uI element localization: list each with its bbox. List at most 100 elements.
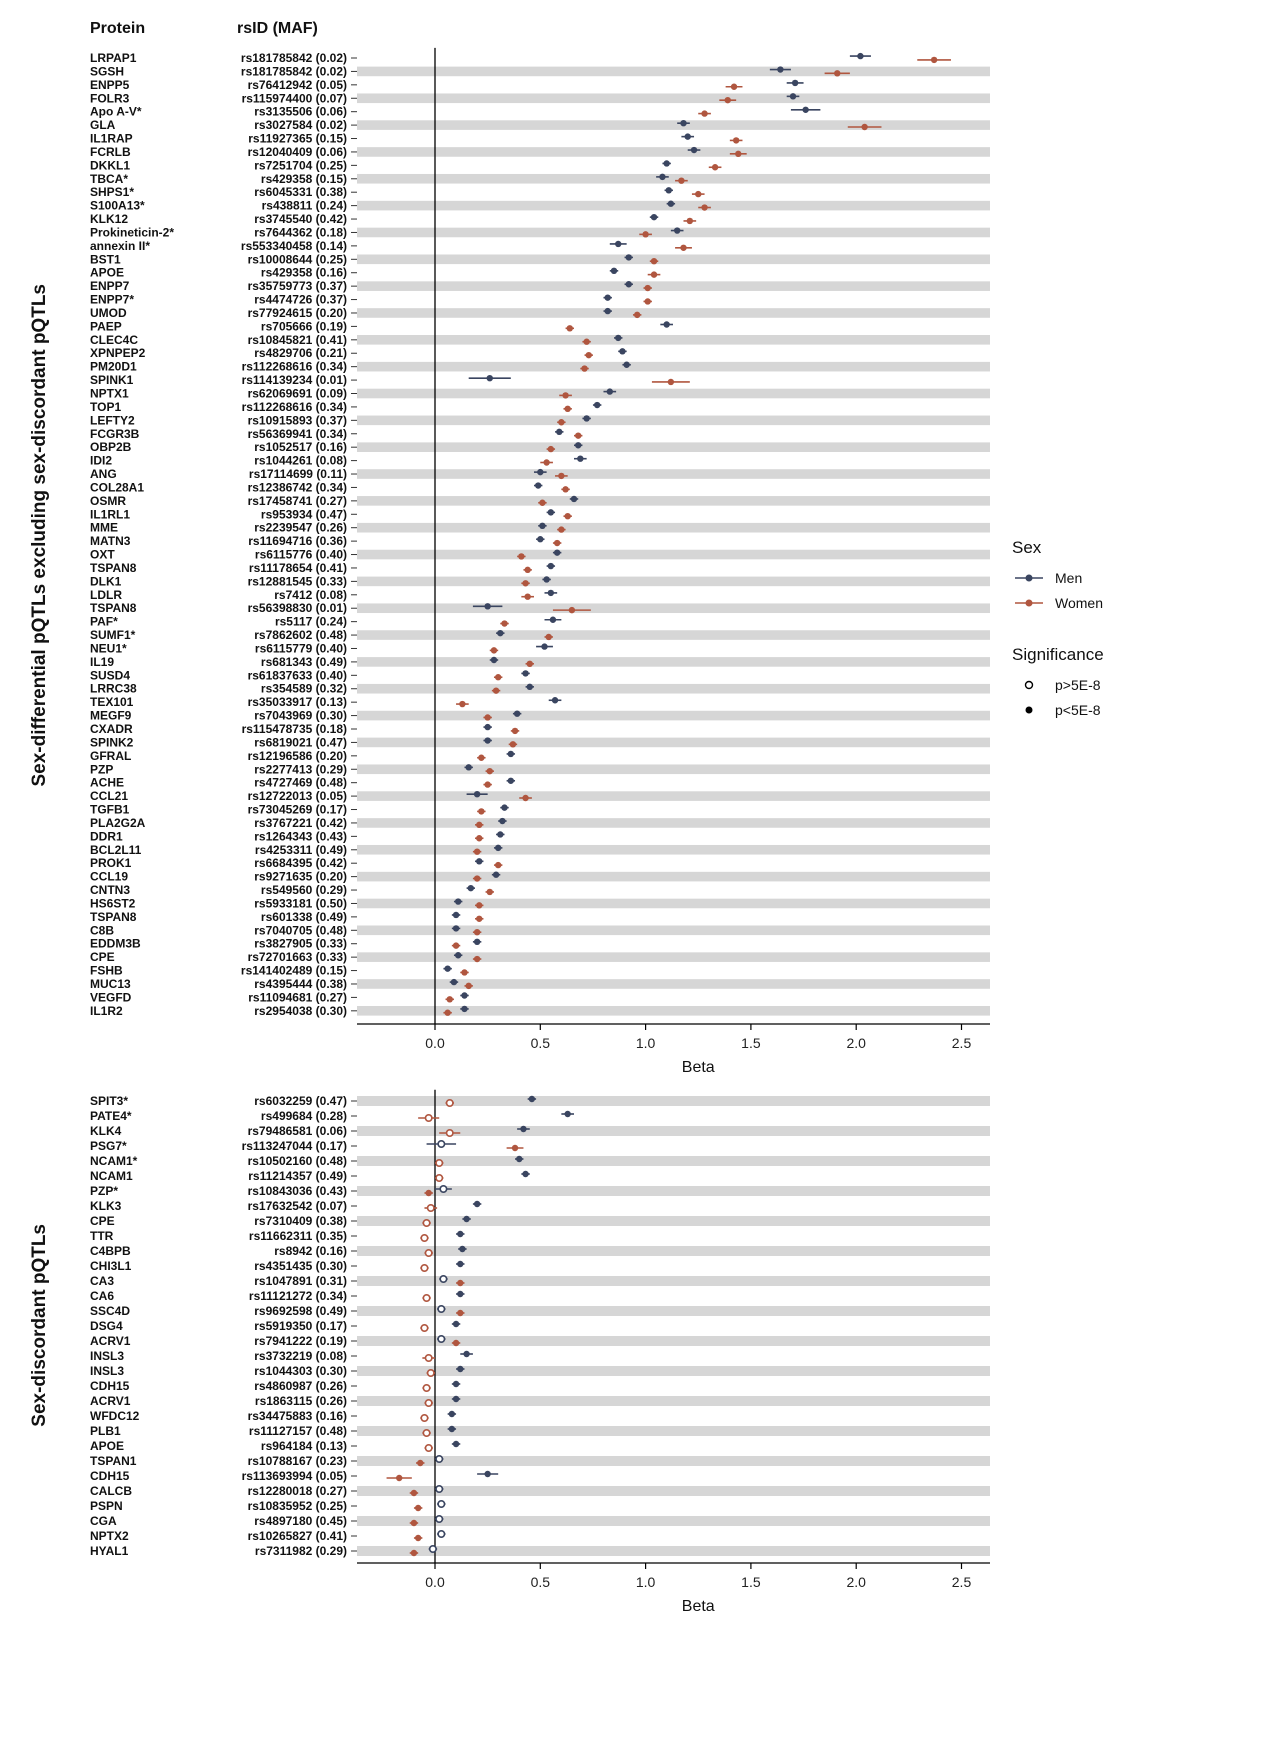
men-point xyxy=(551,697,559,704)
rsid-maf-label: rs34475883 (0.16) xyxy=(248,1409,347,1423)
rsid-maf-label: rs11127157 (0.48) xyxy=(249,1424,347,1438)
sex-differential-forest-plot: LRPAP1 rs181785842 (0.02) SGSH rs181785842 … xyxy=(90,47,990,1076)
protein-label: PSG7* xyxy=(90,1139,127,1153)
protein-label: LDLR xyxy=(90,588,122,602)
protein-label: CDH15 xyxy=(90,1469,130,1483)
row-stripe xyxy=(357,871,990,882)
row-stripe xyxy=(357,657,990,667)
women-point xyxy=(476,821,483,829)
men-point xyxy=(497,831,504,838)
men-point xyxy=(615,240,622,248)
women-point xyxy=(553,539,561,547)
row-stripe xyxy=(357,254,990,265)
rsid-maf-label: rs17114699 (0.11) xyxy=(249,467,347,481)
men-point xyxy=(522,670,529,677)
men-point xyxy=(570,495,578,503)
rsid-maf-label: rs438811 (0.24) xyxy=(262,199,347,213)
men-point xyxy=(541,643,548,650)
women-point xyxy=(444,1009,451,1016)
rsid-maf-label: rs11214357 (0.49) xyxy=(248,1169,347,1183)
rsid-maf-label: rs72701663 (0.33) xyxy=(248,950,347,964)
women-point xyxy=(410,1519,418,1527)
men-point xyxy=(486,374,493,382)
protein-label: CA3 xyxy=(90,1274,114,1288)
women-point xyxy=(564,512,571,520)
men-point xyxy=(437,1499,446,1508)
row-stripe xyxy=(357,147,990,157)
men-point xyxy=(537,536,544,543)
men-point xyxy=(528,1095,536,1103)
rsid-maf-label: rs10008644 (0.25) xyxy=(248,252,347,266)
men-point xyxy=(452,1320,460,1328)
protein-label: LEFTY2 xyxy=(90,413,135,427)
men-point xyxy=(501,804,508,811)
women-point xyxy=(446,996,453,1003)
women-point xyxy=(424,1353,433,1362)
protein-label: SUMF1* xyxy=(90,628,136,642)
men-point xyxy=(606,388,613,395)
rsid-column-header: rsID (MAF) xyxy=(237,20,318,37)
rsid-maf-label: rs1052517 (0.16) xyxy=(254,440,347,454)
men-point xyxy=(473,938,481,946)
women-point xyxy=(701,204,708,211)
legend-significant-label: p<5E-8 xyxy=(1055,702,1101,718)
protein-label: FCRLB xyxy=(90,145,131,159)
men-point xyxy=(467,884,475,892)
women-point xyxy=(633,311,641,319)
row-stripe xyxy=(357,1246,990,1256)
women-point xyxy=(420,1413,429,1422)
women-point xyxy=(422,1428,431,1437)
rsid-maf-label: rs12040409 (0.06) xyxy=(248,145,347,159)
row-stripe xyxy=(357,1186,990,1196)
row-stripe xyxy=(357,93,990,104)
men-point xyxy=(428,1544,437,1553)
women-point xyxy=(522,580,529,587)
women-point xyxy=(414,1504,422,1512)
men-point xyxy=(452,1380,460,1388)
men-point xyxy=(484,723,491,731)
protein-label: IL1RL1 xyxy=(90,507,130,521)
key-filled-dot xyxy=(1025,706,1033,714)
men-point xyxy=(791,79,799,87)
protein-label: Prokineticin-2* xyxy=(90,225,174,239)
rsid-maf-label: rs11094681 (0.27) xyxy=(248,990,347,1004)
rsid-maf-label: rs429358 (0.15) xyxy=(261,172,347,186)
men-point xyxy=(452,1440,460,1448)
men-point xyxy=(619,348,626,355)
women-point xyxy=(445,1128,454,1137)
men-point xyxy=(543,576,550,583)
protein-label: OSMR xyxy=(90,494,126,508)
women-point xyxy=(420,1234,429,1243)
women-point xyxy=(420,1264,429,1273)
men-point xyxy=(461,992,468,999)
row-stripe xyxy=(357,1396,990,1406)
x-tick-label: 2.0 xyxy=(846,1035,866,1051)
women-point xyxy=(435,1159,444,1168)
x-tick-label: 0.0 xyxy=(425,1574,445,1590)
men-point xyxy=(454,952,462,959)
men-point xyxy=(547,589,555,597)
women-point xyxy=(539,499,546,506)
men-point xyxy=(448,1410,456,1418)
rsid-maf-label: rs3745540 (0.42) xyxy=(254,212,347,226)
legend-women-entry: Women xyxy=(1012,595,1182,611)
protein-label: UMOD xyxy=(90,306,127,320)
women-point xyxy=(575,432,582,439)
top-panel-y-axis-title-wrap: Sex-differential pQTLs excluding sex-dis… xyxy=(14,40,66,1030)
women-point xyxy=(457,1279,464,1287)
rsid-maf-label: rs553340458 (0.14) xyxy=(241,239,347,253)
rsid-maf-label: rs3135506 (0.06) xyxy=(254,105,347,119)
men-point xyxy=(484,1470,491,1478)
men-point xyxy=(857,52,864,60)
x-tick-label: 1.0 xyxy=(636,1574,656,1590)
filled-circle-icon xyxy=(1025,706,1033,714)
protein-label: MATN3 xyxy=(90,534,131,548)
x-tick-label: 2.5 xyxy=(952,1574,972,1590)
protein-label: TOP1 xyxy=(90,400,121,414)
protein-label: GLA xyxy=(90,118,116,132)
women-point xyxy=(494,861,502,869)
men-point xyxy=(553,549,561,556)
women-point xyxy=(473,955,481,963)
protein-label: PLA2G2A xyxy=(90,816,146,830)
men-point xyxy=(537,468,544,476)
